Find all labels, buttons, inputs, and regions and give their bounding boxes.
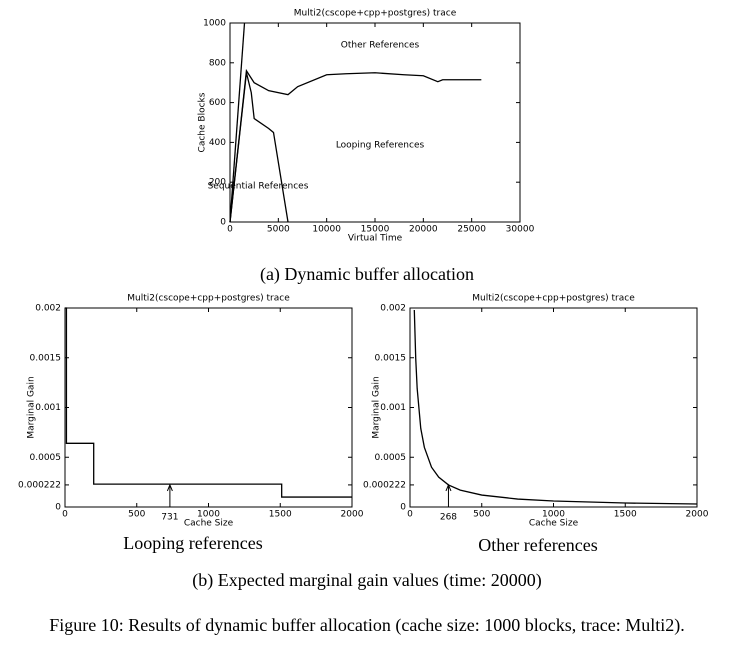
- series-label: Sequential References: [208, 182, 309, 192]
- y-tick-label: 600: [209, 98, 226, 108]
- x-tick-label: 2000: [686, 510, 709, 520]
- x-tick-label: 500: [473, 510, 490, 520]
- chart-title: Multi2(cscope+cpp+postgres) trace: [472, 294, 635, 304]
- y-axis-label: Marginal Gain: [27, 376, 37, 438]
- y-tick-label: 1000: [203, 19, 226, 29]
- plot-frame: [409, 307, 698, 508]
- arrow-head: [445, 483, 452, 492]
- y-tick-label: 0.000222: [363, 480, 406, 490]
- x-tick-label: 1500: [269, 510, 292, 520]
- y-tick-label: 0.001: [380, 403, 406, 413]
- series-label: Other References: [341, 41, 420, 51]
- x-tick-label: 1500: [614, 510, 637, 520]
- x-tick-label: 25000: [457, 225, 486, 235]
- x-axis-label: Cache Size: [529, 519, 579, 529]
- x-tick-label: 0: [407, 510, 413, 520]
- y-tick-label: 0.002: [380, 304, 406, 314]
- x-tick-label: 1000: [197, 510, 220, 520]
- y-tick-label: 0: [55, 503, 61, 513]
- series-label: Looping References: [336, 141, 425, 151]
- line: [229, 68, 482, 223]
- y-axis-label: Cache Blocks: [198, 92, 208, 152]
- y-tick-label: 800: [209, 58, 226, 68]
- y-tick-label: 0.002: [35, 304, 61, 314]
- x-tick-label: 5000: [267, 225, 290, 235]
- y-tick-label: 0: [400, 503, 406, 513]
- chart-title: Multi2(cscope+cpp+postgres) trace: [127, 294, 290, 304]
- y-tick-label: 0.0015: [30, 353, 62, 363]
- x-tick-label: 15000: [361, 225, 390, 235]
- y-tick-label: 400: [209, 138, 226, 148]
- line: [65, 307, 352, 498]
- y-tick-label: 0.0005: [375, 453, 407, 463]
- y-tick-label: 0.0005: [30, 453, 62, 463]
- y-tick-label: 200: [209, 178, 226, 188]
- caption: (a) Dynamic buffer allocation: [260, 264, 474, 285]
- x-tick-label: 20000: [409, 225, 438, 235]
- x-tick-label: 0: [227, 225, 233, 235]
- subfigure-caption: (b) Expected marginal gain values (time:…: [192, 570, 542, 591]
- arrow-head: [166, 483, 173, 492]
- x-axis-label: Virtual Time: [348, 234, 403, 244]
- figure-caption: Figure 10: Results of dynamic buffer all…: [49, 615, 685, 636]
- y-tick-label: 0.0015: [375, 353, 407, 363]
- y-tick-label: 0.000222: [18, 480, 61, 490]
- annotation-label: 731: [161, 513, 178, 523]
- line: [413, 309, 698, 505]
- line: [229, 22, 246, 223]
- y-tick-label: 0: [220, 218, 226, 228]
- x-tick-label: 0: [62, 510, 68, 520]
- chart-title: Multi2(cscope+cpp+postgres) trace: [294, 9, 457, 19]
- annotation-label: 268: [440, 513, 457, 523]
- plot-frame: [64, 307, 353, 508]
- x-tick-label: 1000: [542, 510, 565, 520]
- x-tick-label: 30000: [506, 225, 535, 235]
- caption: Other references: [478, 535, 597, 555]
- x-tick-label: 10000: [312, 225, 341, 235]
- x-tick-label: 500: [128, 510, 145, 520]
- y-tick-label: 0.001: [35, 403, 61, 413]
- x-axis-label: Cache Size: [184, 519, 234, 529]
- plot-frame: [229, 22, 521, 223]
- caption: Looping references: [123, 533, 262, 553]
- x-tick-label: 2000: [341, 510, 364, 520]
- y-axis-label: Marginal Gain: [372, 376, 382, 438]
